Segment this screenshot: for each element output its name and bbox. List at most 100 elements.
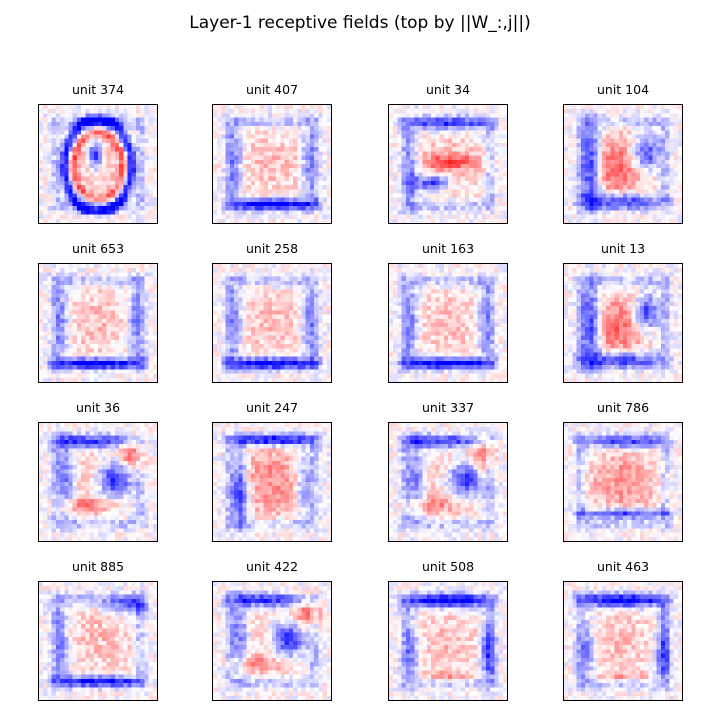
heatmap-cell: [623, 105, 628, 110]
heatmap-cell: [635, 126, 640, 131]
heatmap-cell: [585, 164, 590, 169]
heatmap-cell: [76, 121, 82, 127]
heatmap-cell: [85, 109, 90, 114]
heatmap-cell: [431, 142, 436, 148]
heatmap-cell: [102, 289, 107, 294]
heatmap-cell: [631, 130, 636, 135]
heatmap-cell: [614, 109, 619, 114]
heatmap-cell: [293, 280, 298, 286]
heatmap-cell: [263, 348, 268, 353]
heatmap-cell: [314, 218, 319, 223]
heatmap-cell: [614, 218, 619, 223]
heatmap-cell: [456, 117, 461, 122]
heatmap-cell: [68, 206, 73, 211]
heatmap-cell: [135, 130, 141, 135]
heatmap-cell: [502, 276, 507, 281]
heatmap-cell: [297, 272, 302, 277]
heatmap-cell: [106, 365, 111, 370]
heatmap-cell: [221, 297, 226, 303]
heatmap-cell: [93, 285, 99, 290]
heatmap-cell: [309, 117, 315, 122]
heatmap-cell: [389, 268, 394, 273]
heatmap-cell: [477, 289, 482, 294]
heatmap-cell: [255, 172, 260, 177]
heatmap-cell: [64, 214, 69, 219]
heatmap-cell: [47, 214, 52, 219]
heatmap-cell: [131, 331, 137, 336]
heatmap-cell: [152, 373, 157, 378]
heatmap-cell: [314, 206, 319, 211]
heatmap-cell: [123, 323, 128, 328]
heatmap-cell: [494, 130, 499, 135]
heatmap-cell: [393, 297, 398, 303]
heatmap-cell: [589, 109, 594, 114]
heatmap-cell: [255, 210, 260, 215]
heatmap-cell: [326, 172, 331, 177]
heatmap-cell: [255, 214, 260, 219]
heatmap-cell: [246, 147, 252, 152]
heatmap-cell: [114, 365, 120, 370]
heatmap-cell: [576, 206, 581, 211]
heatmap-cell: [213, 176, 218, 181]
heatmap-cell: [606, 159, 611, 165]
heatmap-cell: [148, 344, 153, 349]
heatmap-cell: [47, 121, 52, 127]
heatmap-cell: [250, 159, 256, 165]
heatmap-cell: [255, 344, 260, 349]
heatmap-cell: [276, 201, 281, 207]
heatmap-cell: [502, 293, 507, 298]
heatmap-cell: [76, 356, 82, 362]
heatmap-cell: [106, 285, 111, 290]
heatmap-cell: [81, 327, 86, 332]
heatmap-cell: [498, 180, 503, 186]
heatmap-cell: [502, 164, 507, 169]
heatmap-cell: [288, 264, 294, 269]
heatmap-cell: [481, 268, 487, 273]
heatmap-cell: [410, 159, 415, 165]
heatmap-cell: [276, 377, 281, 382]
heatmap-cell: [144, 339, 149, 345]
heatmap-cell: [272, 172, 277, 177]
heatmap-cell: [410, 276, 415, 281]
heatmap-cell: [280, 301, 285, 307]
heatmap-cell: [89, 310, 94, 315]
heatmap-cell: [610, 210, 615, 215]
heatmap-cell: [393, 168, 398, 173]
heatmap-cell: [593, 164, 598, 169]
heatmap-cell: [426, 264, 432, 269]
heatmap-cell: [639, 214, 645, 219]
heatmap-panel: unit 104: [563, 82, 683, 232]
heatmap-cell: [656, 117, 662, 122]
heatmap-cell: [490, 109, 495, 114]
heatmap-cell: [473, 276, 478, 281]
heatmap-cell: [477, 210, 482, 215]
heatmap-cell: [246, 323, 252, 328]
heatmap-cell: [221, 264, 226, 269]
heatmap-cell: [485, 276, 491, 281]
heatmap-cell: [250, 264, 256, 269]
heatmap-cell: [217, 159, 222, 165]
heatmap-cell: [148, 210, 153, 215]
heatmap-cell: [148, 314, 153, 319]
heatmap-cell: [238, 360, 243, 366]
heatmap-cell: [410, 301, 415, 307]
heatmap-cell: [564, 142, 569, 148]
heatmap-cell: [589, 168, 594, 173]
heatmap-cell: [229, 335, 235, 340]
heatmap-cell: [490, 185, 495, 190]
heatmap-cell: [656, 142, 662, 148]
heatmap-cell: [456, 268, 461, 273]
heatmap-cell: [60, 142, 65, 148]
heatmap-cell: [47, 210, 52, 215]
heatmap-cell: [443, 189, 449, 194]
heatmap-cell: [309, 272, 315, 277]
heatmap-cell: [665, 180, 670, 186]
heatmap-cell: [148, 318, 153, 324]
heatmap-cell: [322, 142, 327, 148]
heatmap-cell: [494, 297, 499, 303]
heatmap-cell: [585, 193, 590, 198]
heatmap-cell: [435, 172, 440, 177]
heatmap-cell: [280, 151, 285, 156]
heatmap-cell: [631, 126, 636, 131]
heatmap-cell: [418, 197, 423, 203]
